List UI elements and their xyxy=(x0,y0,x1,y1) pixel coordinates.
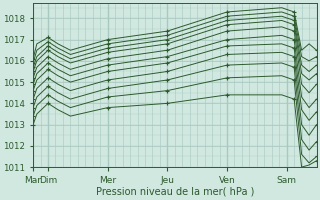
X-axis label: Pression niveau de la mer( hPa ): Pression niveau de la mer( hPa ) xyxy=(96,187,254,197)
